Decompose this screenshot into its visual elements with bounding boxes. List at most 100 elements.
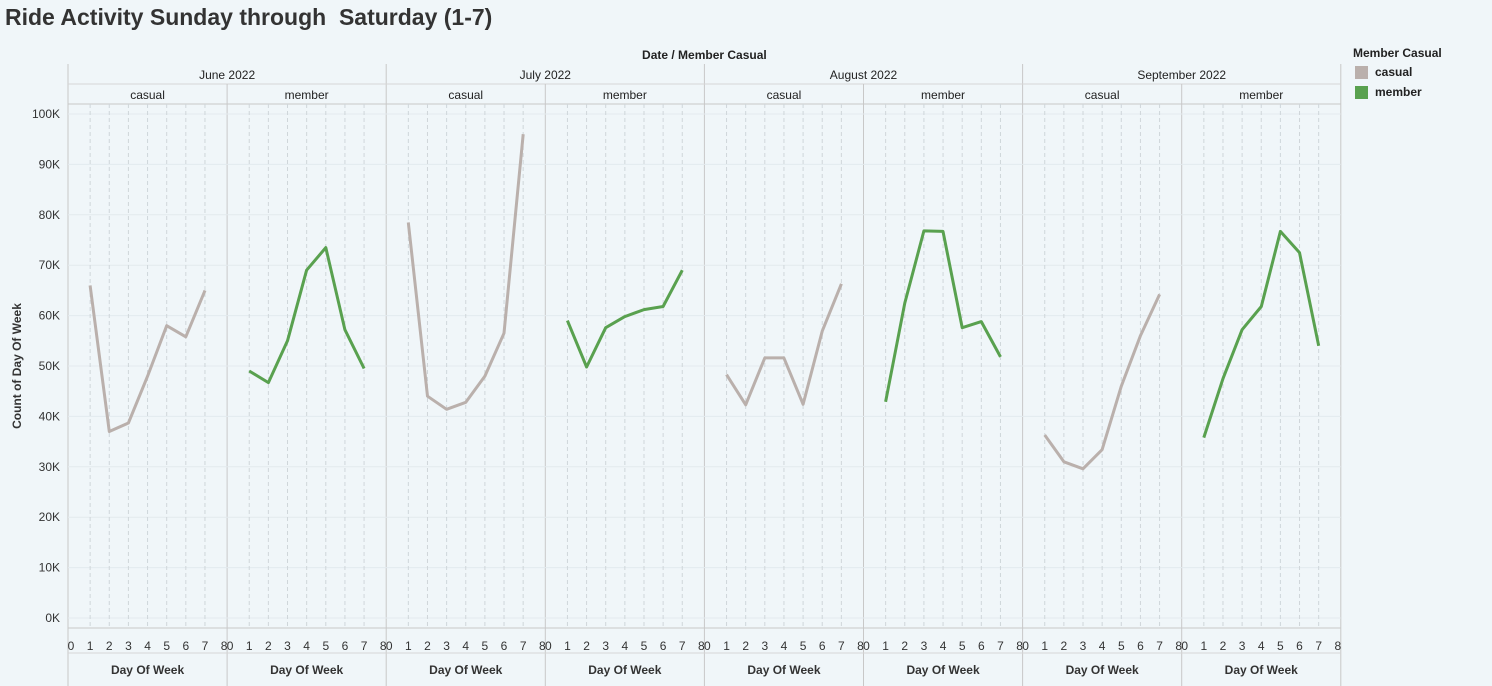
x-tick-label: 7 — [838, 639, 845, 653]
x-axis-label: Day Of Week — [429, 663, 502, 677]
x-tick-label: 0 — [1022, 639, 1029, 653]
x-tick-label: 4 — [940, 639, 947, 653]
y-tick-label: 90K — [39, 157, 60, 171]
x-tick-label: 8 — [1175, 639, 1182, 653]
legend-item-casual[interactable]: casual — [1353, 62, 1442, 82]
x-tick-label: 7 — [679, 639, 686, 653]
series-line-member — [884, 229, 1002, 403]
x-tick-label: 2 — [424, 639, 431, 653]
x-tick-label: 1 — [723, 639, 730, 653]
y-tick-label: 60K — [39, 309, 60, 323]
y-tick-label: 40K — [39, 409, 60, 423]
x-tick-label: 7 — [361, 639, 368, 653]
x-tick-label: 0 — [227, 639, 234, 653]
x-tick-label: 0 — [68, 639, 75, 653]
x-tick-label: 6 — [1296, 639, 1303, 653]
x-axis-label: Day Of Week — [270, 663, 343, 677]
series-line-member — [248, 246, 366, 385]
x-tick-label: 1 — [1200, 639, 1207, 653]
x-tick-label: 0 — [545, 639, 552, 653]
y-tick-label: 80K — [39, 208, 60, 222]
x-tick-label: 0 — [704, 639, 711, 653]
x-tick-label: 6 — [501, 639, 508, 653]
legend-swatch-casual — [1355, 65, 1368, 79]
x-tick-label: 5 — [959, 639, 966, 653]
x-tick-label: 4 — [622, 639, 629, 653]
month-label: August 2022 — [830, 68, 898, 82]
x-tick-label: 4 — [303, 639, 310, 653]
x-tick-label: 0 — [386, 639, 393, 653]
series-line-casual — [406, 134, 525, 411]
x-tick-label: 4 — [1258, 639, 1265, 653]
panel-label: member — [1239, 88, 1283, 102]
x-tick-label: 3 — [1080, 639, 1087, 653]
month-label: July 2022 — [520, 68, 572, 82]
x-tick-label: 3 — [284, 639, 291, 653]
x-tick-label: 2 — [106, 639, 113, 653]
legend-label-casual: casual — [1375, 65, 1413, 79]
x-tick-label: 4 — [781, 639, 788, 653]
y-tick-label: 10K — [39, 561, 60, 575]
x-tick-label: 0 — [1181, 639, 1188, 653]
panel-label: casual — [130, 88, 165, 102]
panel-label: member — [285, 88, 329, 102]
x-tick-label: 5 — [322, 639, 329, 653]
x-tick-label: 2 — [901, 639, 908, 653]
panel-label: casual — [448, 88, 483, 102]
y-axis-label: Count of Day Of Week — [10, 303, 24, 429]
x-axis-label: Day Of Week — [1066, 663, 1139, 677]
chart-title: Ride Activity Sunday through Saturday (1… — [5, 4, 493, 30]
x-tick-label: 8 — [698, 639, 705, 653]
x-tick-label: 6 — [182, 639, 189, 653]
y-tick-label: 20K — [39, 510, 60, 524]
series-line-casual — [1043, 293, 1161, 471]
legend-swatch-member — [1355, 85, 1368, 99]
panel-label: member — [921, 88, 965, 102]
x-tick-label: 8 — [857, 639, 864, 653]
x-tick-label: 4 — [144, 639, 151, 653]
x-axis-label: Day Of Week — [906, 663, 979, 677]
x-tick-label: 5 — [1118, 639, 1125, 653]
x-tick-label: 6 — [342, 639, 349, 653]
panel-label: casual — [1085, 88, 1120, 102]
series-line-member — [1202, 229, 1321, 439]
x-tick-label: 2 — [583, 639, 590, 653]
x-tick-label: 7 — [520, 639, 527, 653]
x-tick-label: 5 — [641, 639, 648, 653]
x-tick-label: 8 — [539, 639, 546, 653]
month-label: September 2022 — [1137, 68, 1226, 82]
x-tick-label: 5 — [800, 639, 807, 653]
x-tick-label: 5 — [1277, 639, 1284, 653]
x-tick-label: 5 — [482, 639, 489, 653]
x-tick-label: 3 — [1239, 639, 1246, 653]
x-axis-label: Day Of Week — [588, 663, 661, 677]
x-tick-label: 6 — [660, 639, 667, 653]
x-tick-label: 2 — [1220, 639, 1227, 653]
x-tick-label: 7 — [1156, 639, 1163, 653]
month-label: June 2022 — [199, 68, 255, 82]
x-axis-label: Day Of Week — [1225, 663, 1298, 677]
x-tick-label: 4 — [462, 639, 469, 653]
x-tick-label: 1 — [1041, 639, 1048, 653]
y-tick-label: 100K — [32, 107, 60, 121]
x-tick-label: 4 — [1099, 639, 1106, 653]
y-tick-label: 0K — [45, 611, 60, 625]
x-tick-label: 3 — [602, 639, 609, 653]
y-tick-label: 30K — [39, 460, 60, 474]
x-tick-label: 6 — [1137, 639, 1144, 653]
legend-title: Member Casual — [1353, 46, 1442, 60]
x-tick-label: 3 — [921, 639, 928, 653]
x-tick-label: 6 — [819, 639, 826, 653]
legend-item-member[interactable]: member — [1353, 82, 1442, 102]
x-tick-label: 5 — [163, 639, 170, 653]
x-tick-label: 8 — [1016, 639, 1023, 653]
x-tick-label: 7 — [202, 639, 209, 653]
x-axis-label: Day Of Week — [747, 663, 820, 677]
x-tick-label: 2 — [265, 639, 272, 653]
panel-label: member — [603, 88, 647, 102]
x-tick-label: 2 — [742, 639, 749, 653]
x-tick-label: 0 — [863, 639, 870, 653]
series-line-casual — [725, 283, 843, 407]
x-tick-label: 7 — [1315, 639, 1322, 653]
